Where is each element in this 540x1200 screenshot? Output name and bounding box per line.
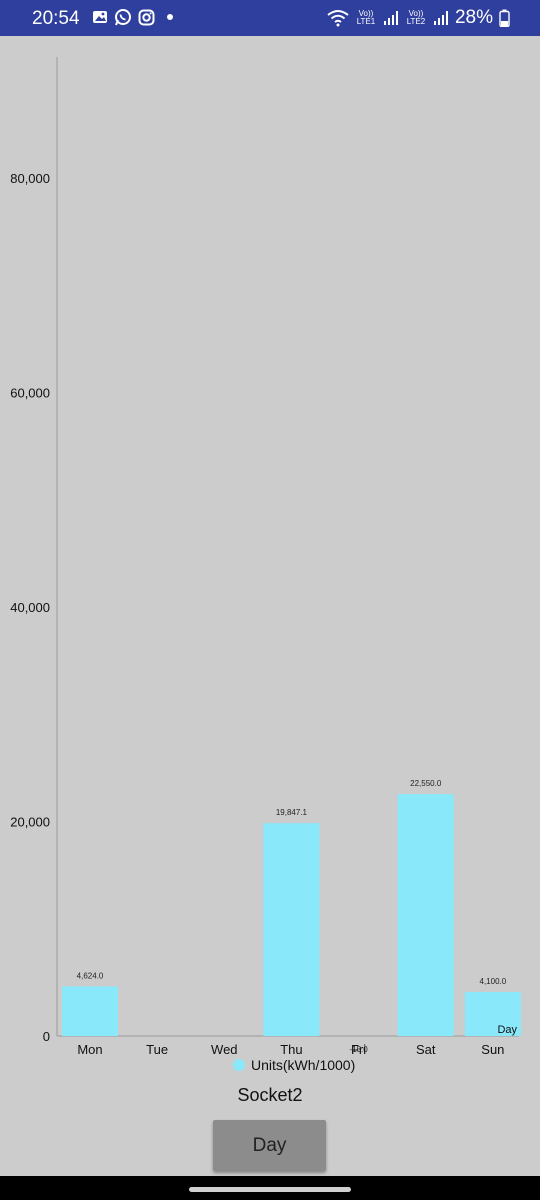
x-tick-label: Fri	[351, 1042, 366, 1057]
bar-sat	[397, 794, 454, 1036]
status-bar: 20:54 Vo)) LTE1	[0, 0, 540, 36]
legend-label: Units(kWh/1000)	[251, 1057, 355, 1073]
bar-sun	[464, 992, 521, 1036]
battery-percent: 28%	[454, 7, 493, 28]
y-tick-label: 40,000	[10, 600, 50, 615]
y-tick-label: 80,000	[10, 171, 50, 186]
bar-value-label: 19,847.1	[276, 808, 308, 817]
status-icons-left	[92, 8, 175, 26]
y-tick-label: 0	[43, 1029, 50, 1044]
whatsapp-icon	[115, 9, 131, 26]
status-time: 20:54	[32, 8, 80, 29]
signal-icon	[433, 11, 448, 25]
navigation-bar	[0, 1176, 540, 1200]
x-tick-label: Tue	[146, 1042, 168, 1057]
volte-lte2-icon: Vo)) LTE2	[406, 9, 426, 26]
legend-swatch	[233, 1059, 245, 1071]
x-tick-label: Thu	[280, 1042, 302, 1057]
home-gesture-handle[interactable]	[189, 1187, 351, 1192]
signal-icon	[383, 11, 398, 25]
x-tick-label: Sun	[481, 1042, 504, 1057]
bar-chart: 0 20,000 40,000 60,000 80,000 4,624.0 Mon Tue We…	[10, 57, 521, 1073]
y-tick-label: 20,000	[10, 815, 50, 830]
x-tick-label: Mon	[77, 1042, 102, 1057]
bar-value-label: 22,550.0	[410, 779, 442, 788]
x-tick-label: Wed	[211, 1042, 238, 1057]
bar-value-label: 4,100.0	[480, 977, 507, 986]
chart-caption: Socket2	[237, 1085, 303, 1105]
x-tick-label: Sat	[416, 1042, 436, 1057]
bar-value-label: -15.0	[349, 1045, 368, 1054]
battery-icon	[499, 9, 510, 27]
status-icons-right: Vo)) LTE1 Vo)) LTE2 28%	[327, 7, 510, 29]
day-button[interactable]: Day	[213, 1120, 326, 1171]
volte-lte1-icon: Vo)) LTE1	[356, 9, 376, 26]
bar-mon	[62, 986, 118, 1036]
bar-thu	[263, 823, 320, 1036]
dot-icon	[167, 14, 173, 20]
y-tick-label: 60,000	[10, 386, 50, 401]
instagram-icon	[138, 9, 155, 25]
x-axis-label: Day	[497, 1024, 517, 1036]
wifi-icon	[327, 10, 349, 27]
bar-value-label: 4,624.0	[77, 971, 104, 980]
image-icon	[93, 11, 107, 23]
